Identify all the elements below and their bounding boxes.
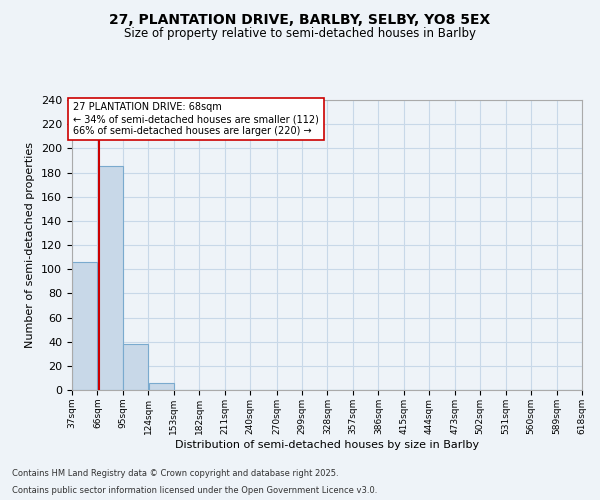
X-axis label: Distribution of semi-detached houses by size in Barlby: Distribution of semi-detached houses by …: [175, 440, 479, 450]
Y-axis label: Number of semi-detached properties: Number of semi-detached properties: [25, 142, 35, 348]
Text: Contains public sector information licensed under the Open Government Licence v3: Contains public sector information licen…: [12, 486, 377, 495]
Text: 27, PLANTATION DRIVE, BARLBY, SELBY, YO8 5EX: 27, PLANTATION DRIVE, BARLBY, SELBY, YO8…: [109, 12, 491, 26]
Bar: [149, 383, 173, 390]
Bar: [123, 344, 148, 390]
Bar: [72, 262, 97, 390]
Text: Size of property relative to semi-detached houses in Barlby: Size of property relative to semi-detach…: [124, 28, 476, 40]
Text: Contains HM Land Registry data © Crown copyright and database right 2025.: Contains HM Land Registry data © Crown c…: [12, 468, 338, 477]
Bar: [98, 166, 123, 390]
Text: 27 PLANTATION DRIVE: 68sqm
← 34% of semi-detached houses are smaller (112)
66% o: 27 PLANTATION DRIVE: 68sqm ← 34% of semi…: [73, 102, 319, 136]
